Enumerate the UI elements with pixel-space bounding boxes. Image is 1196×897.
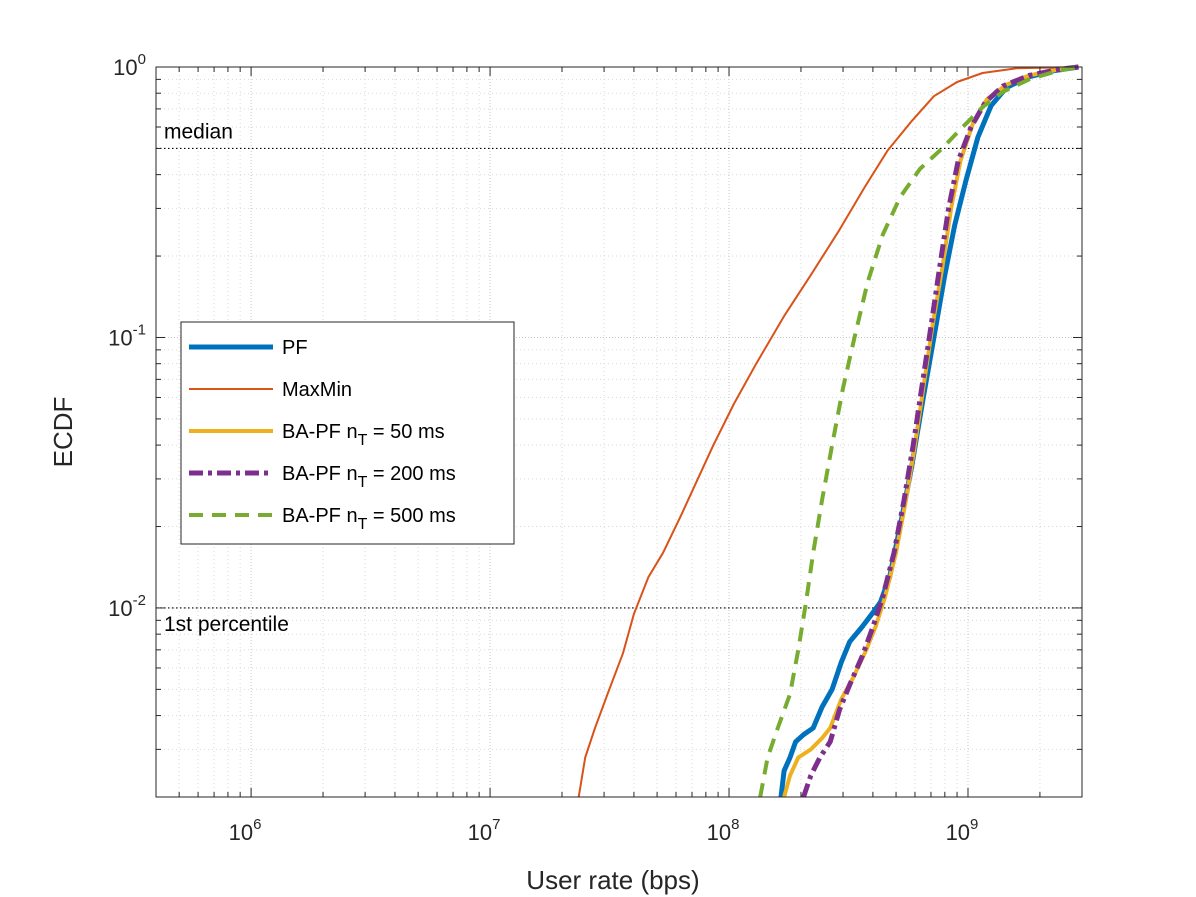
legend-label-suffix: = 500 ms bbox=[367, 505, 455, 527]
x-tick-exponent: 7 bbox=[492, 816, 500, 833]
legend-label: BA-PF nT = 200 ms bbox=[282, 463, 456, 491]
x-tick-base: 10 bbox=[468, 820, 492, 845]
y-tick-base: 10 bbox=[108, 596, 132, 621]
x-tick-base: 10 bbox=[946, 820, 970, 845]
series-line-3 bbox=[801, 64, 1079, 798]
y-tick-exponent: -1 bbox=[133, 321, 146, 338]
series-layer bbox=[577, 64, 1079, 798]
plot-area-frame bbox=[155, 66, 1083, 798]
legend-label-name: BA-PF n bbox=[282, 505, 358, 527]
x-tick-base: 10 bbox=[707, 820, 731, 845]
legend-item[interactable]: PF bbox=[189, 337, 308, 359]
legend-label: PF bbox=[282, 337, 308, 359]
x-axis-ticks: 106 107 108 109 bbox=[178, 67, 1041, 845]
legend-label: MaxMin bbox=[282, 379, 352, 401]
y-tick-label: 10-1 bbox=[108, 321, 146, 350]
series-line-1 bbox=[577, 66, 1079, 798]
legend-label: BA-PF nT = 50 ms bbox=[282, 421, 445, 449]
legend-label: BA-PF nT = 500 ms bbox=[282, 505, 456, 533]
legend-item[interactable]: BA-PF nT = 50 ms bbox=[189, 421, 445, 449]
y-tick-base: 10 bbox=[113, 55, 137, 80]
legend-label-name: BA-PF n bbox=[282, 421, 358, 443]
first-percentile-annotation: 1st percentile bbox=[164, 613, 289, 636]
legend-item[interactable]: MaxMin bbox=[189, 379, 352, 401]
y-tick-label: 10-2 bbox=[108, 592, 146, 621]
y-tick-label: 100 bbox=[113, 51, 146, 80]
x-axis-label: User rate (bps) bbox=[526, 865, 699, 895]
legend-label-subscript: T bbox=[358, 516, 368, 533]
y-tick-exponent: -2 bbox=[133, 592, 146, 609]
legend-label-name: PF bbox=[282, 337, 308, 359]
y-tick-base: 10 bbox=[108, 325, 132, 350]
legend-label-name: BA-PF n bbox=[282, 463, 358, 485]
x-tick-base: 10 bbox=[229, 820, 253, 845]
x-tick-exponent: 8 bbox=[731, 816, 739, 833]
legend-label-subscript: T bbox=[358, 432, 368, 449]
legend-item[interactable]: BA-PF nT = 500 ms bbox=[189, 505, 456, 533]
legend-label-subscript: T bbox=[358, 474, 368, 491]
x-tick-label: 109 bbox=[946, 816, 979, 845]
x-tick-label: 107 bbox=[468, 816, 501, 845]
legend-label-suffix: = 200 ms bbox=[367, 463, 455, 485]
legend-label-name: MaxMin bbox=[282, 379, 352, 401]
legend-label-suffix: = 50 ms bbox=[367, 421, 444, 443]
median-annotation: median bbox=[164, 120, 233, 143]
x-tick-exponent: 9 bbox=[970, 816, 978, 833]
legend-item[interactable]: BA-PF nT = 200 ms bbox=[189, 463, 456, 491]
x-tick-label: 106 bbox=[229, 816, 262, 845]
x-tick-exponent: 6 bbox=[253, 816, 261, 833]
y-tick-exponent: 0 bbox=[138, 51, 146, 68]
x-tick-label: 108 bbox=[707, 816, 740, 845]
y-axis-label: ECDF bbox=[48, 397, 78, 468]
